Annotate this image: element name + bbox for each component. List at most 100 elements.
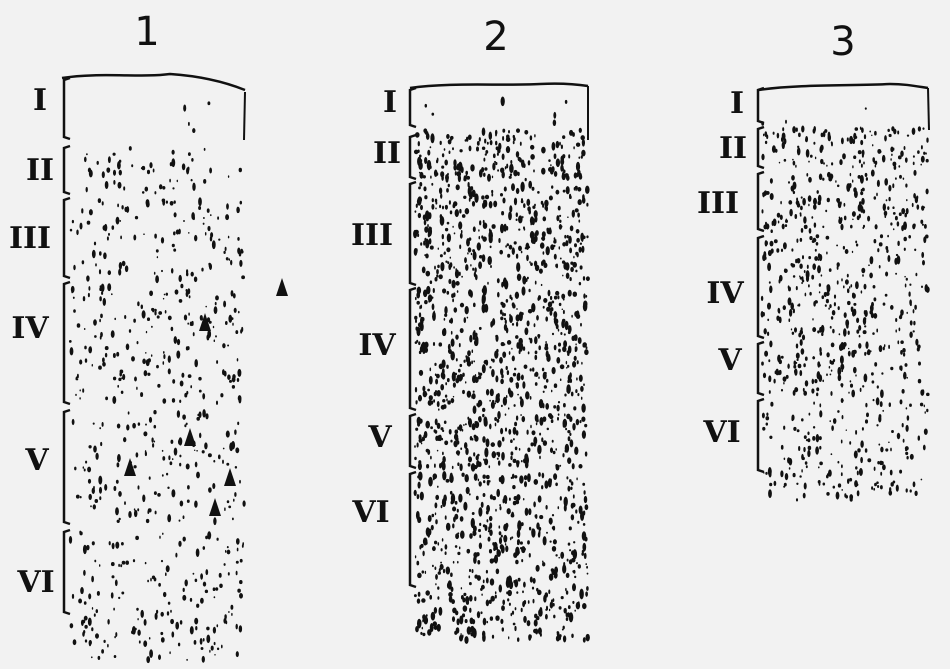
neuron-cell — [773, 378, 776, 384]
neuron-cell — [526, 276, 529, 280]
neuron-cell — [89, 348, 92, 352]
neuron-cell — [73, 309, 76, 313]
neuron-cell — [526, 198, 531, 207]
neuron-cell — [814, 256, 819, 261]
panel-1: 1 I II III IV V VI — [9, 9, 288, 664]
neuron-cell — [446, 247, 451, 253]
neuron-cell — [435, 519, 438, 525]
neuron-cell — [478, 416, 482, 423]
neuron-cell — [516, 494, 521, 501]
neuron-cell — [505, 245, 507, 248]
neuron-cell — [133, 509, 138, 518]
neuron-cell — [872, 157, 875, 163]
neuron-cell — [484, 138, 487, 144]
neuron-cell — [413, 489, 417, 497]
neuron-cell — [858, 324, 862, 331]
neuron-cell — [160, 631, 164, 636]
neuron-cell — [497, 460, 501, 466]
neuron-cell — [494, 402, 497, 405]
neuron-cell — [71, 418, 75, 426]
neuron-cell — [909, 403, 912, 407]
neuron-cell — [226, 500, 230, 504]
neuron-cell — [552, 602, 555, 607]
neuron-cell — [445, 174, 449, 181]
neuron-cell — [500, 167, 505, 174]
neuron-cell — [481, 297, 485, 305]
neuron-cell — [452, 147, 454, 151]
neuron-cell — [761, 209, 764, 214]
neuron-cell — [446, 221, 450, 225]
neuron-cell — [207, 531, 212, 540]
neuron-cell — [147, 372, 151, 376]
neuron-cell — [476, 611, 481, 619]
neuron-cell — [431, 296, 434, 299]
neuron-cell — [495, 615, 500, 621]
neuron-cell — [909, 320, 913, 326]
neuron-cell — [467, 416, 470, 420]
neuron-cell — [792, 275, 796, 278]
neuron-cell — [909, 453, 914, 460]
neuron-cell — [799, 237, 803, 242]
neuron-cell — [905, 407, 908, 410]
neuron-cell — [916, 204, 920, 210]
neuron-cell — [152, 443, 155, 448]
neuron-cell — [206, 634, 211, 644]
neuron-cell — [577, 199, 582, 206]
neuron-cell — [447, 343, 451, 351]
neuron-cell — [120, 235, 122, 240]
neuron-cell — [505, 545, 509, 553]
neuron-cell — [415, 132, 420, 138]
neuron-cell — [533, 478, 539, 485]
neuron-cell — [218, 572, 222, 578]
neuron-cell — [510, 439, 513, 444]
neuron-cell — [809, 236, 813, 241]
neuron-cell — [875, 397, 880, 406]
neuron-cell — [565, 186, 570, 195]
neuron-cell — [846, 183, 851, 192]
neuron-cell — [826, 291, 830, 297]
neuron-cell — [445, 478, 450, 483]
neuron-cell — [570, 514, 575, 521]
neuron-cell — [503, 523, 508, 532]
neuron-cell — [452, 225, 454, 228]
neuron-cell — [578, 174, 583, 180]
neuron-cell — [548, 159, 551, 162]
neuron-cell — [871, 380, 875, 384]
neuron-cell — [167, 315, 172, 321]
neuron-cell — [231, 376, 236, 383]
neuron-cell — [572, 291, 578, 297]
neuron-cell — [575, 142, 581, 147]
neuron-cell — [78, 598, 83, 604]
neuron-cell — [519, 141, 522, 146]
neuron-cell — [769, 435, 773, 439]
neuron-cell — [490, 401, 495, 409]
neuron-cell — [147, 510, 150, 515]
neuron-cell — [812, 318, 814, 321]
neuron-cell — [792, 160, 796, 166]
neuron-cell — [463, 501, 468, 511]
neuron-cell — [474, 421, 478, 425]
neuron-cell — [515, 335, 519, 339]
neuron-cell — [829, 373, 832, 376]
neuron-cell — [482, 407, 486, 413]
neuron-cell — [177, 642, 181, 647]
neuron-cell — [489, 139, 493, 146]
neuron-cell — [518, 228, 521, 231]
neuron-cell — [216, 537, 219, 541]
neuron-cell — [544, 199, 549, 207]
neuron-cell — [237, 588, 241, 593]
neuron-cell — [213, 306, 218, 315]
neuron-cell — [801, 125, 805, 133]
neuron-cell — [471, 627, 476, 636]
neuron-cell — [566, 558, 569, 562]
neuron-cell — [494, 422, 497, 427]
neuron-cell — [437, 586, 440, 590]
neuron-cell — [816, 392, 819, 397]
neuron-cell — [850, 284, 853, 288]
neuron-cell — [240, 248, 243, 254]
neuron-cell — [178, 228, 181, 235]
panel-3: 3 I II III IV V VI — [697, 19, 930, 502]
neuron-cell — [110, 592, 114, 599]
neuron-cell — [477, 552, 479, 554]
neuron-cell — [826, 474, 829, 479]
